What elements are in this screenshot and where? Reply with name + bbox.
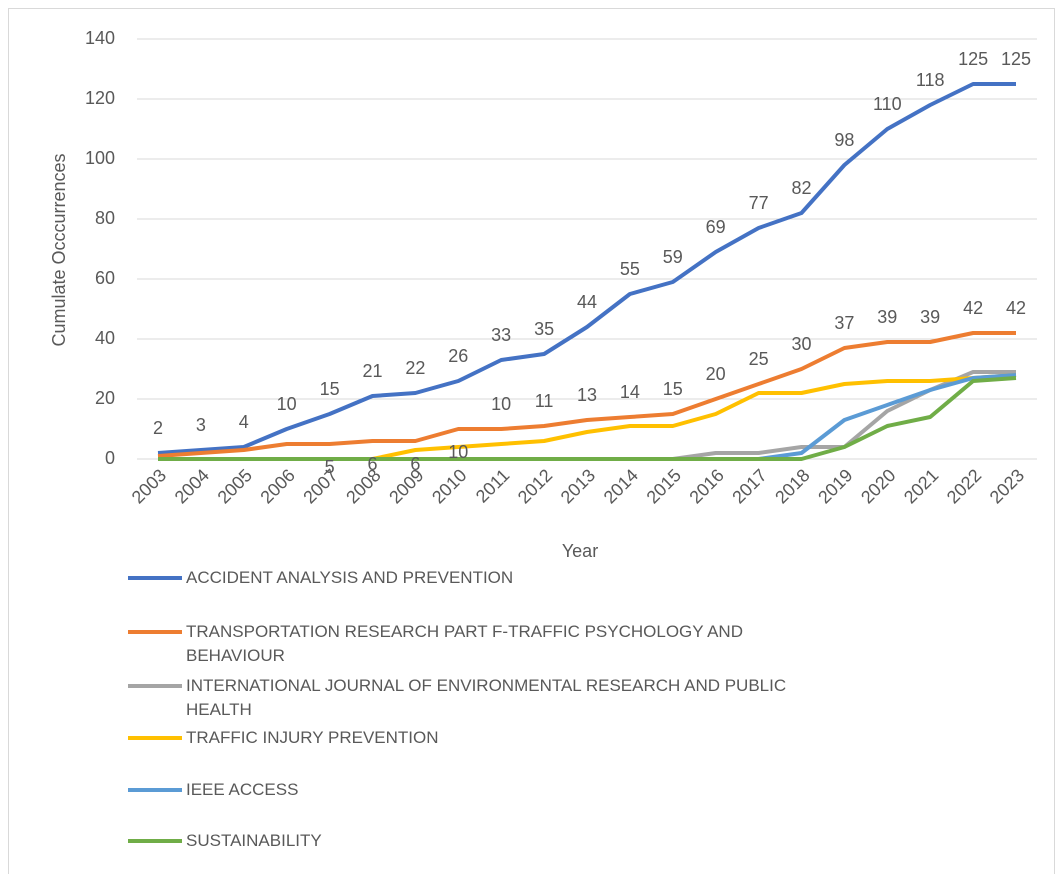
- data-label: 6: [410, 454, 420, 474]
- data-label: 125: [958, 49, 988, 69]
- data-label: 42: [963, 298, 983, 318]
- data-label: 14: [620, 382, 640, 402]
- data-label: 39: [877, 307, 897, 327]
- x-tick-label: 2011: [472, 465, 514, 507]
- data-label: 42: [1006, 298, 1026, 318]
- x-tick-label: 2021: [900, 465, 942, 507]
- legend-item: IEEE ACCESS: [128, 778, 846, 802]
- data-label: 13: [577, 385, 597, 405]
- data-label: 44: [577, 292, 597, 312]
- data-label: 125: [1001, 49, 1031, 69]
- x-tick-label: 2018: [771, 465, 813, 507]
- legend-swatch: [128, 788, 182, 792]
- x-tick-label: 2005: [214, 465, 256, 507]
- chart-border: [8, 8, 1055, 874]
- legend-label: ACCIDENT ANALYSIS AND PREVENTION: [186, 568, 514, 587]
- series-line: [158, 376, 1017, 461]
- legend-label: IEEE ACCESS: [186, 780, 299, 799]
- legend-item: INTERNATIONAL JOURNAL OF ENVIRONMENTAL R…: [128, 674, 846, 722]
- x-tick-label: 2003: [128, 465, 170, 507]
- data-label: 98: [834, 130, 854, 150]
- x-tick-label: 2022: [943, 465, 985, 507]
- data-label: 5: [325, 457, 335, 477]
- x-tick-label: 2013: [557, 465, 599, 507]
- legend-swatch: [128, 736, 182, 740]
- data-label: 25: [749, 349, 769, 369]
- series-line: [157, 82, 1016, 455]
- data-label: 77: [749, 193, 769, 213]
- legend-item: TRAFFIC INJURY PREVENTION: [128, 726, 846, 750]
- data-label: 10: [277, 394, 297, 414]
- x-tick-label: 2010: [428, 465, 470, 507]
- x-tick-label: 2012: [514, 465, 556, 507]
- data-label: 37: [834, 313, 854, 333]
- x-tick-label: 2016: [685, 465, 727, 507]
- y-tick-label: 80: [95, 208, 115, 228]
- series-line: [157, 331, 1016, 458]
- data-label: 15: [663, 379, 683, 399]
- data-label: 10: [491, 394, 511, 414]
- legend-item: SUSTAINABILITY: [128, 829, 846, 853]
- y-axis-title: Cumulate Occcurrences: [49, 153, 69, 346]
- data-label: 82: [791, 178, 811, 198]
- legend-swatch: [128, 839, 182, 843]
- y-tick-label: 40: [95, 328, 115, 348]
- data-label: 59: [663, 247, 683, 267]
- x-tick-label: 2019: [814, 465, 856, 507]
- data-label: 39: [920, 307, 940, 327]
- legend-label: TRANSPORTATION RESEARCH PART F-TRAFFIC P…: [186, 622, 743, 665]
- legend-item: ACCIDENT ANALYSIS AND PREVENTION: [128, 566, 846, 590]
- x-tick-label: 2014: [600, 465, 642, 507]
- data-label: 10: [448, 442, 468, 462]
- y-tick-label: 60: [95, 268, 115, 288]
- legend-item: TRANSPORTATION RESEARCH PART F-TRAFFIC P…: [128, 620, 846, 668]
- data-label: 15: [320, 379, 340, 399]
- data-label: 6: [367, 454, 377, 474]
- x-tick-label: 2007: [299, 465, 341, 507]
- data-label: 3: [196, 415, 206, 435]
- x-tick-label: 2020: [857, 465, 899, 507]
- data-label: 4: [239, 412, 249, 432]
- data-label: 11: [535, 391, 554, 411]
- legend-swatch: [128, 630, 182, 634]
- x-tick-label: 2006: [256, 465, 298, 507]
- y-tick-label: 120: [85, 88, 115, 108]
- legend-swatch: [128, 576, 182, 580]
- y-tick-label: 140: [85, 28, 115, 48]
- data-label: 22: [405, 358, 425, 378]
- x-tick-label: 2009: [385, 465, 427, 507]
- x-tick-label: 2023: [986, 465, 1028, 507]
- data-label: 2: [153, 418, 163, 438]
- x-tick-label: 2015: [643, 465, 685, 507]
- y-tick-label: 0: [105, 448, 115, 468]
- x-tick-label: 2004: [171, 465, 213, 507]
- x-tick-label: 2017: [728, 465, 770, 507]
- data-label: 69: [706, 217, 726, 237]
- data-label: 20: [706, 364, 726, 384]
- legend-swatch: [128, 684, 182, 688]
- y-tick-label: 100: [85, 148, 115, 168]
- x-axis-title: Year: [562, 541, 598, 561]
- data-label: 33: [491, 325, 511, 345]
- data-label: 35: [534, 319, 554, 339]
- legend-label: INTERNATIONAL JOURNAL OF ENVIRONMENTAL R…: [186, 676, 787, 719]
- y-tick-label: 20: [95, 388, 115, 408]
- data-label: 26: [448, 346, 468, 366]
- data-label: 55: [620, 259, 640, 279]
- data-label: 110: [873, 94, 902, 114]
- data-label: 21: [362, 361, 382, 381]
- legend-label: TRAFFIC INJURY PREVENTION: [186, 728, 439, 747]
- legend-label: SUSTAINABILITY: [186, 831, 322, 850]
- data-label: 30: [791, 334, 811, 354]
- x-tick-label: 2008: [342, 465, 384, 507]
- data-label: 118: [916, 70, 945, 90]
